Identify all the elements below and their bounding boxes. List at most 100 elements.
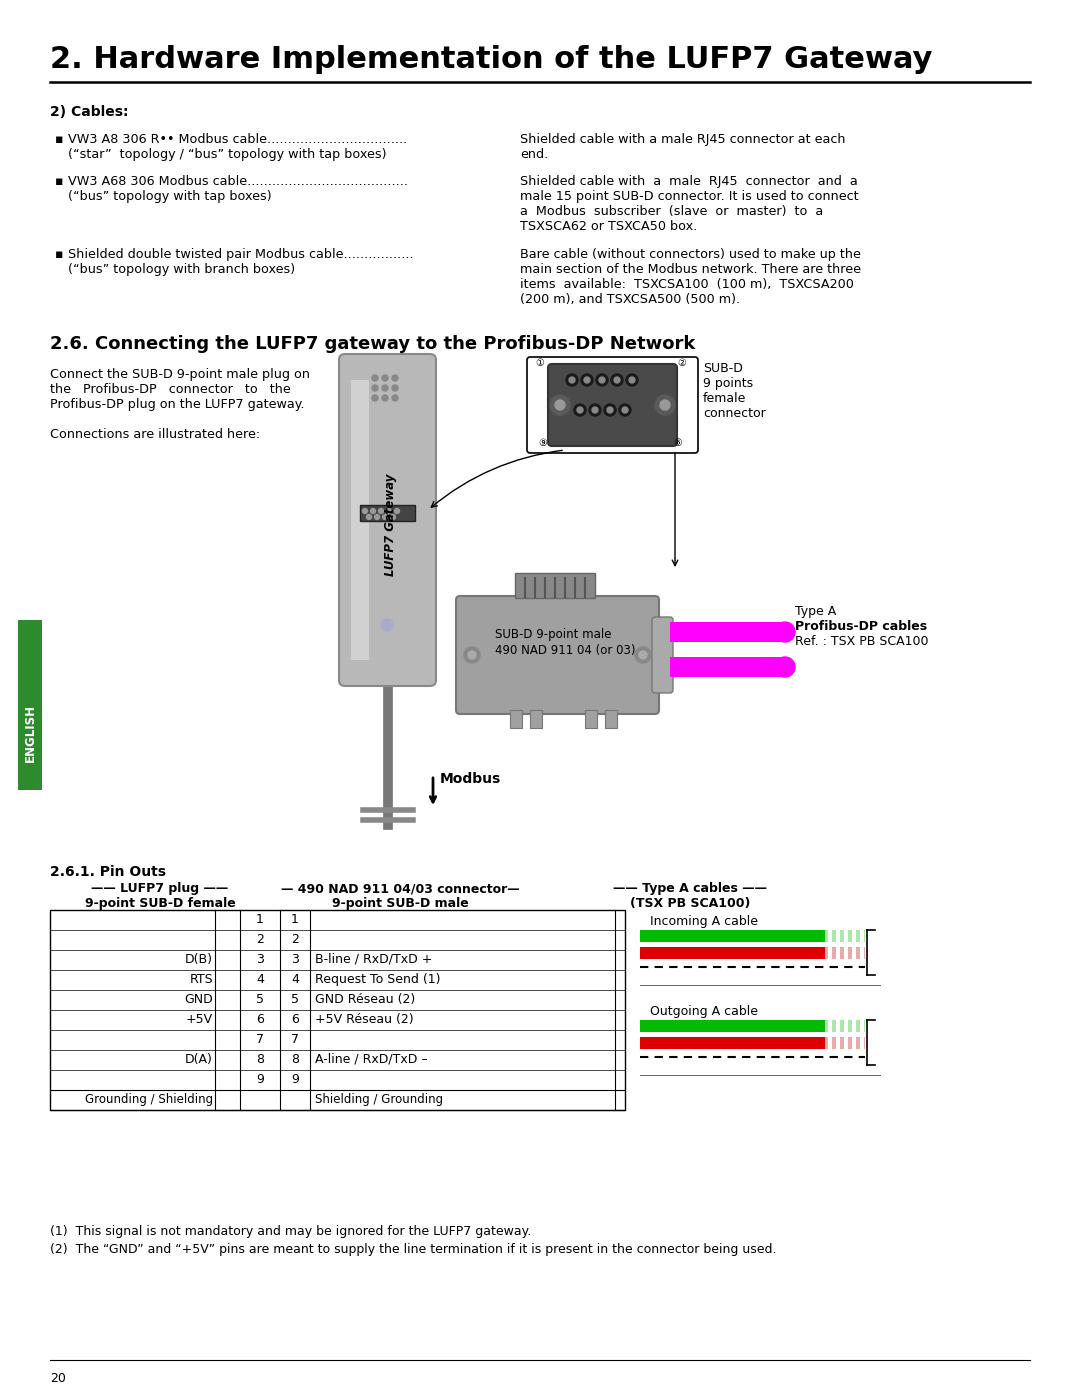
Circle shape [366,514,372,520]
Text: 6: 6 [292,1013,299,1025]
Text: SUB-D: SUB-D [703,362,743,374]
Text: 9-point SUB-D male: 9-point SUB-D male [332,897,469,909]
Bar [836,1037,840,1049]
Circle shape [635,647,651,664]
Text: Request To Send (1): Request To Send (1) [315,972,441,986]
Text: 5: 5 [291,993,299,1006]
Text: 2: 2 [292,933,299,946]
Circle shape [607,407,613,414]
Text: Shielding / Grounding: Shielding / Grounding [315,1092,443,1106]
Bar [836,1020,840,1032]
Text: Ref. : TSX PB SCA100: Ref. : TSX PB SCA100 [795,636,929,648]
FancyBboxPatch shape [548,365,677,446]
Bar [825,947,865,958]
Circle shape [604,404,616,416]
Text: 2. Hardware Implementation of the LUFP7 Gateway: 2. Hardware Implementation of the LUFP7 … [50,45,932,74]
Text: ②: ② [677,358,686,367]
Bar [640,1037,825,1049]
Text: 3: 3 [256,953,264,965]
Text: ▪: ▪ [55,249,64,261]
Bar [828,1037,832,1049]
Circle shape [619,404,631,416]
Text: female: female [703,393,746,405]
Text: main section of the Modbus network. There are three: main section of the Modbus network. Ther… [519,263,861,277]
Bar [836,947,840,958]
Text: TSXSCA62 or TSXCA50 box.: TSXSCA62 or TSXCA50 box. [519,219,698,233]
Circle shape [550,395,570,415]
Bar [860,947,864,958]
Text: connector: connector [703,407,766,420]
FancyBboxPatch shape [456,597,659,714]
Circle shape [589,404,600,416]
Text: 9: 9 [256,1073,264,1085]
Circle shape [392,395,399,401]
Bar [670,622,785,643]
Circle shape [569,377,575,383]
Circle shape [626,374,638,386]
Circle shape [581,374,593,386]
Bar [515,573,595,598]
Bar [351,380,369,659]
Bar [860,930,864,942]
Bar [828,1020,832,1032]
Circle shape [387,509,391,514]
Circle shape [372,386,378,391]
Text: — 490 NAD 911 04/03 connector—: — 490 NAD 911 04/03 connector— [281,882,519,895]
Bar [860,1020,864,1032]
Circle shape [392,386,399,391]
Circle shape [382,374,388,381]
Bar [852,1037,856,1049]
Text: Outgoing A cable: Outgoing A cable [650,1004,758,1018]
Bar [50,909,625,1111]
Text: (“bus” topology with branch boxes): (“bus” topology with branch boxes) [68,263,295,277]
Text: ▪: ▪ [55,175,64,189]
Text: Shielded cable with  a  male  RJ45  connector  and  a: Shielded cable with a male RJ45 connecto… [519,175,858,189]
Text: GND Réseau (2): GND Réseau (2) [315,993,415,1006]
Text: male 15 point SUB-D connector. It is used to connect: male 15 point SUB-D connector. It is use… [519,190,859,203]
Bar [640,947,825,958]
Circle shape [382,395,388,401]
Text: 3: 3 [292,953,299,965]
Text: 7: 7 [256,1032,264,1046]
Text: ①: ① [535,358,543,367]
Bar [828,947,832,958]
Text: Shielded cable with a male RJ45 connector at each: Shielded cable with a male RJ45 connecto… [519,133,846,147]
Text: B-line / RxD/TxD +: B-line / RxD/TxD + [315,953,432,965]
Text: end.: end. [519,148,549,161]
Text: 4: 4 [292,972,299,986]
Circle shape [372,374,378,381]
Circle shape [555,400,565,409]
Bar [860,1037,864,1049]
Circle shape [363,509,367,514]
Text: VW3 A68 306 Modbus cable.......................................: VW3 A68 306 Modbus cable................… [68,175,408,189]
Bar [825,1037,865,1049]
Text: ⑥: ⑥ [673,439,681,448]
Text: a  Modbus  subscriber  (slave  or  master)  to  a: a Modbus subscriber (slave or master) to… [519,205,823,218]
Circle shape [378,509,383,514]
Bar [640,930,825,942]
Text: 5: 5 [561,362,566,372]
Circle shape [382,386,388,391]
Text: 6: 6 [661,446,667,455]
Text: RTS: RTS [189,972,213,986]
Circle shape [573,404,586,416]
FancyBboxPatch shape [527,358,698,453]
Bar [360,504,415,521]
Text: (200 m), and TSXCSA500 (500 m).: (200 m), and TSXCSA500 (500 m). [519,293,740,306]
Bar [852,930,856,942]
Text: 9: 9 [292,1073,299,1085]
Text: GND: GND [185,993,213,1006]
Text: Connections are illustrated here:: Connections are illustrated here: [50,427,260,441]
Circle shape [464,647,480,664]
Text: +5V: +5V [186,1013,213,1025]
Circle shape [654,395,675,415]
Text: ENGLISH: ENGLISH [24,704,37,761]
Text: 9-point SUB-D female: 9-point SUB-D female [84,897,235,909]
Bar [852,947,856,958]
Circle shape [381,619,393,631]
Text: 5: 5 [256,993,264,1006]
Text: VW3 A8 306 R•• Modbus cable..................................: VW3 A8 306 R•• Modbus cable.............… [68,133,407,147]
Bar [825,1020,865,1032]
Circle shape [391,514,395,520]
Bar [843,947,848,958]
